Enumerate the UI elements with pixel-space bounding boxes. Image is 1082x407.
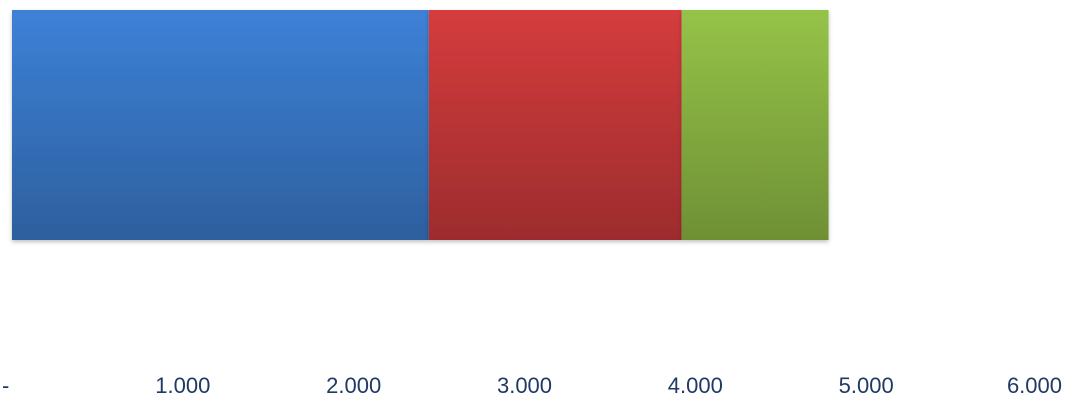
x-tick-label: 3.000	[497, 373, 552, 398]
x-tick-label: -	[2, 373, 9, 398]
x-tick-label: 4.000	[668, 373, 723, 398]
bar-segment-1	[12, 10, 429, 240]
x-tick-label: 2.000	[326, 373, 381, 398]
x-tick-label: 6.000	[1007, 373, 1062, 398]
bar-segment-3	[681, 10, 829, 240]
plot-area	[12, 10, 829, 240]
x-tick-label: 5.000	[839, 373, 894, 398]
bar-segment-2	[428, 10, 682, 240]
x-tick-label: 1.000	[155, 373, 210, 398]
x-axis: - 1.000 2.000 3.000 4.000 5.000 6.000	[2, 373, 1062, 398]
